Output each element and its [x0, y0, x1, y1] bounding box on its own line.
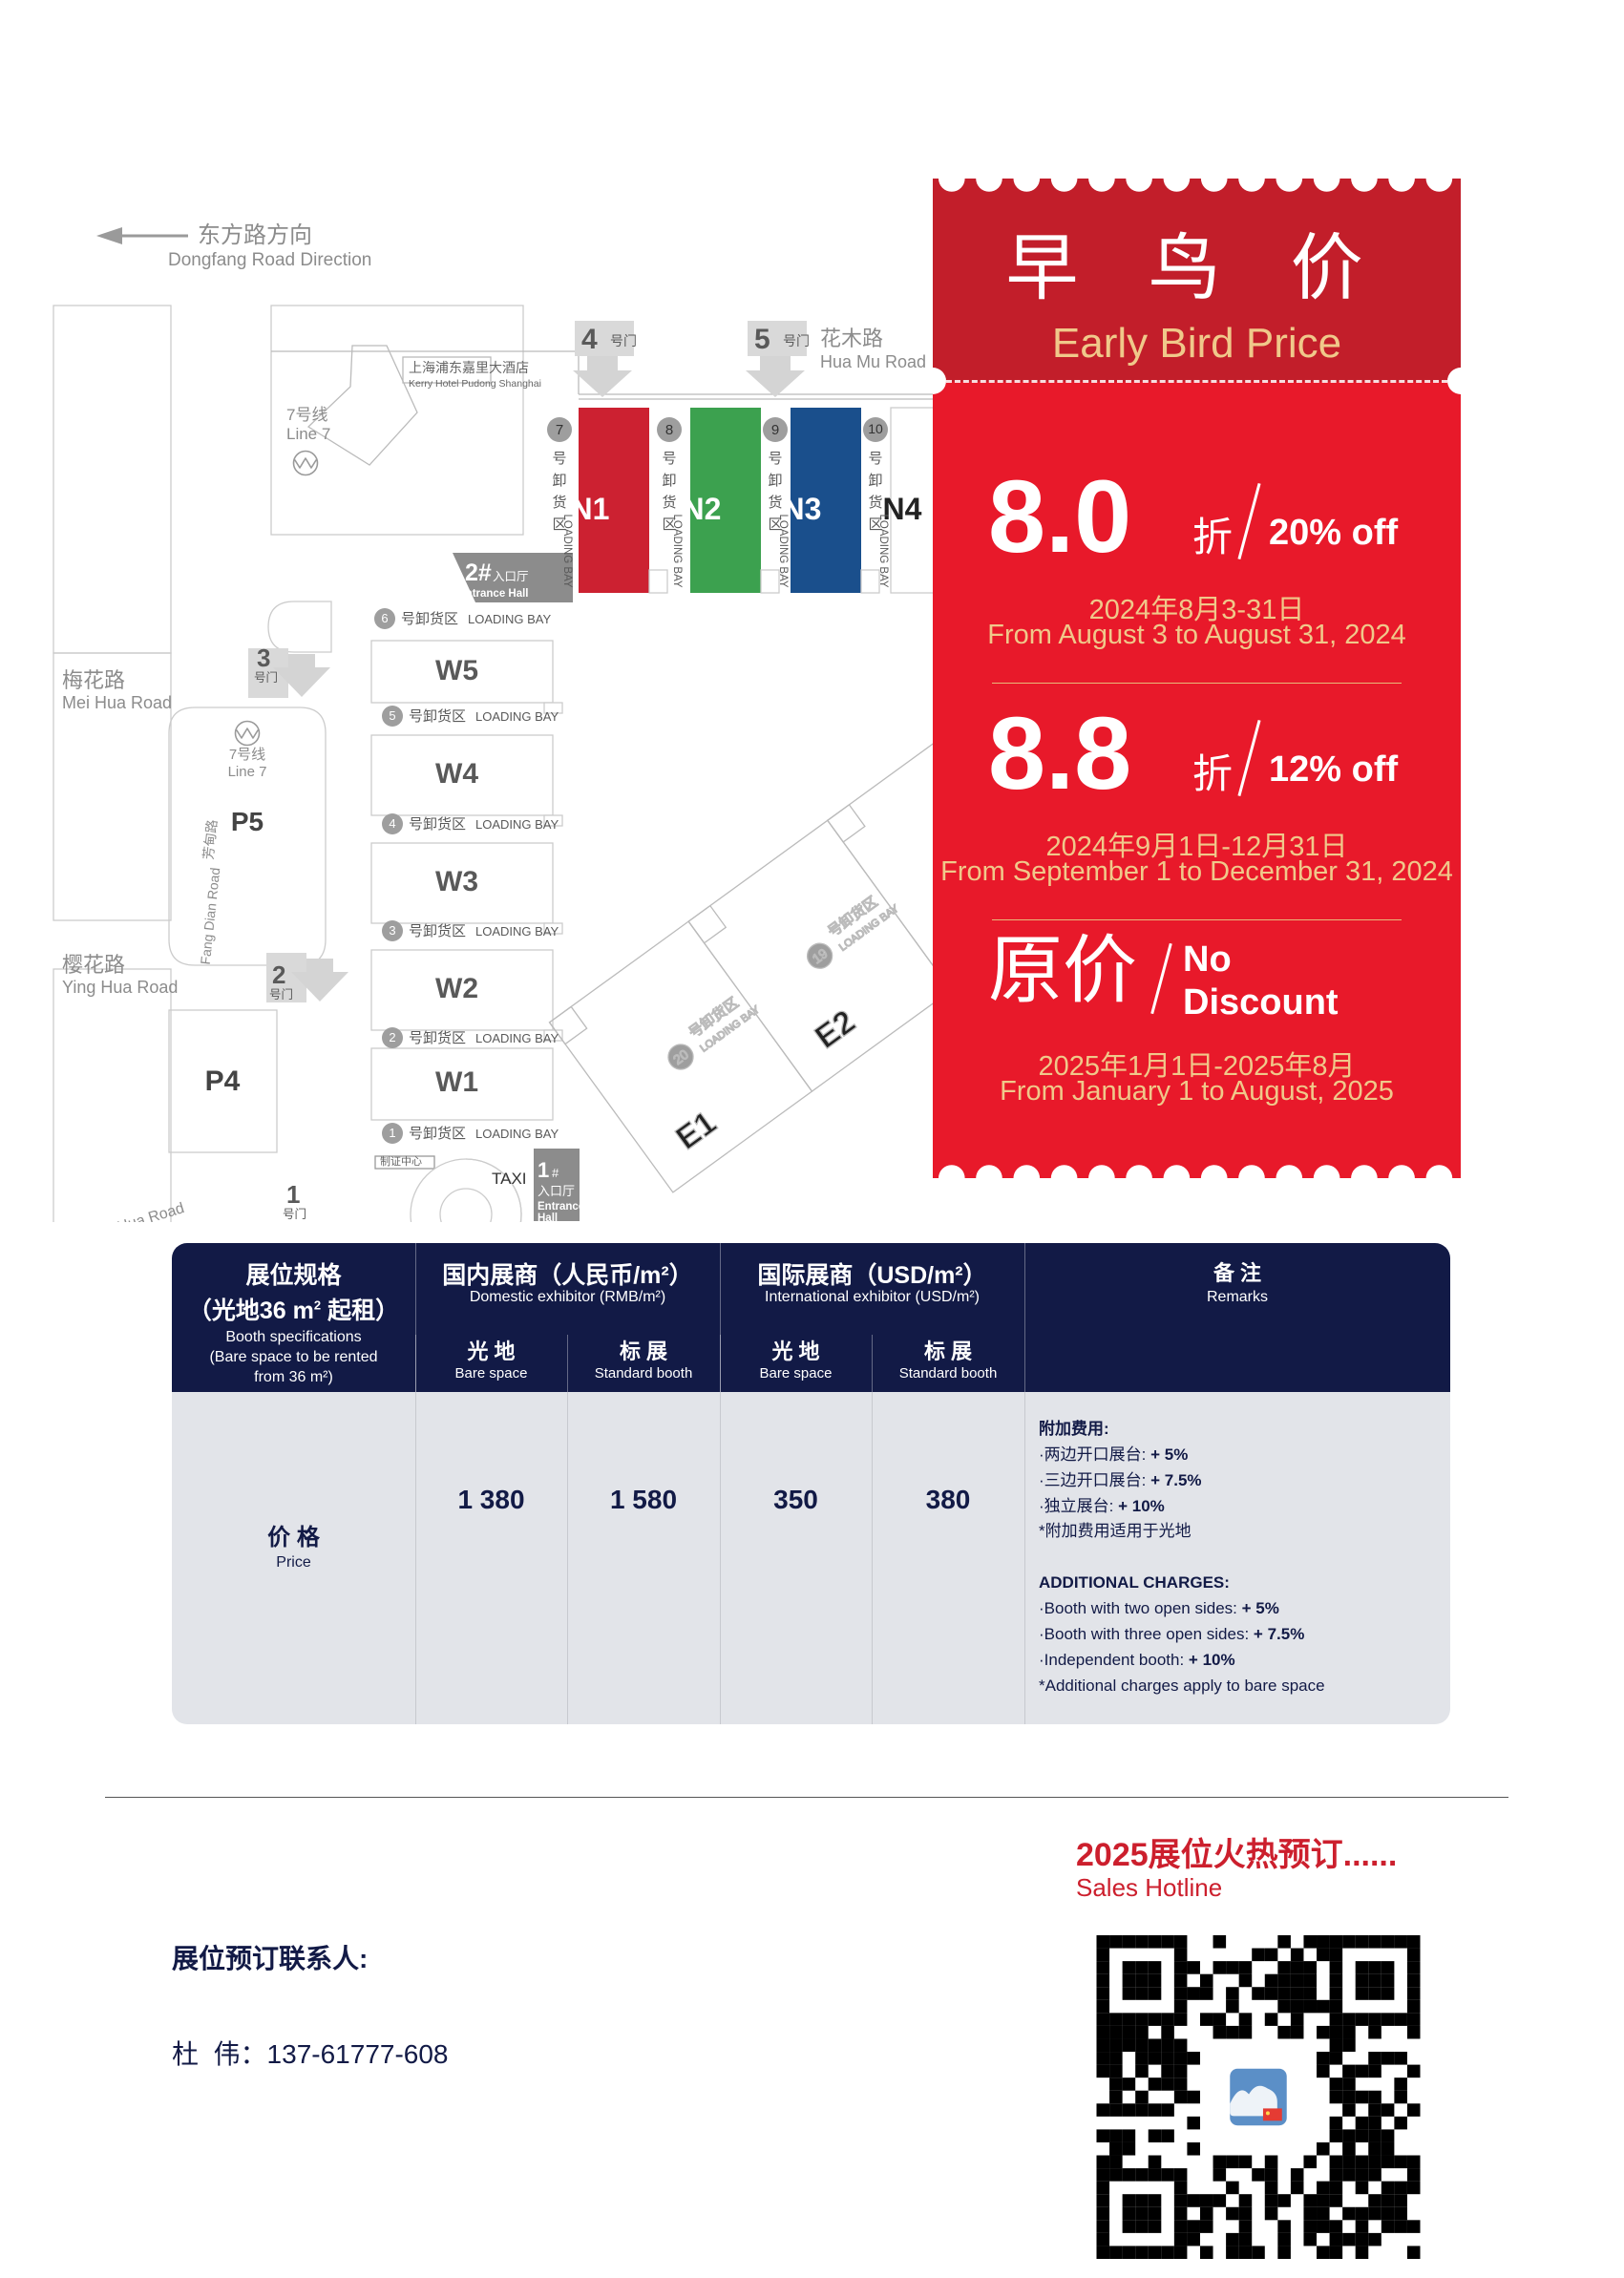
svg-text:P5: P5 [231, 807, 264, 836]
svg-text:7号线: 7号线 [229, 747, 265, 763]
svg-text:#: # [552, 1166, 559, 1180]
svg-text:货: 货 [768, 495, 782, 511]
svg-text:LOADING BAY: LOADING BAY [671, 514, 683, 587]
svg-text:LOADING BAY: LOADING BAY [698, 1003, 762, 1054]
svg-text:1: 1 [538, 1158, 549, 1182]
svg-text:LOADING BAY: LOADING BAY [475, 1031, 559, 1045]
svg-text:货: 货 [552, 495, 566, 511]
svg-text:10: 10 [868, 421, 883, 436]
svg-text:区: 区 [868, 517, 882, 533]
svg-text:1: 1 [389, 1126, 395, 1140]
svg-text:1: 1 [286, 1180, 300, 1209]
svg-text:7: 7 [556, 422, 563, 438]
svg-text:Line 7: Line 7 [286, 425, 330, 443]
svg-text:E1: E1 [669, 1105, 723, 1157]
svg-text:号: 号 [868, 451, 882, 467]
svg-text:号卸货区: 号卸货区 [825, 894, 881, 940]
svg-text:货: 货 [662, 495, 676, 511]
svg-text:TAXI: TAXI [492, 1170, 527, 1188]
svg-text:N4: N4 [883, 492, 922, 526]
svg-text:Dongfang Road Direction: Dongfang Road Direction [168, 250, 371, 270]
svg-text:Line 7: Line 7 [228, 764, 267, 780]
svg-text:号卸货区: 号卸货区 [409, 816, 466, 833]
svg-text:Hua Mu Road: Hua Mu Road [820, 352, 926, 371]
svg-text:5: 5 [754, 324, 770, 355]
svg-text:LOADING BAY: LOADING BAY [561, 514, 573, 587]
svg-text:号门: 号门 [283, 1207, 306, 1221]
svg-text:货: 货 [868, 495, 882, 511]
svg-text:制证中心: 制证中心 [380, 1155, 422, 1168]
svg-text:Mei Hua Road: Mei Hua Road [62, 693, 172, 712]
svg-text:区: 区 [768, 517, 782, 533]
svg-text:N2: N2 [683, 492, 722, 526]
svg-text:号门: 号门 [610, 333, 637, 348]
svg-text:LOADING BAY: LOADING BAY [475, 1127, 559, 1141]
svg-text:号门: 号门 [254, 670, 278, 685]
svg-text:Kerry Hotel Pudong Shanghai: Kerry Hotel Pudong Shanghai [409, 378, 541, 390]
svg-text:W2: W2 [435, 973, 478, 1004]
svg-text:W1: W1 [435, 1066, 478, 1098]
svg-text:号卸货区: 号卸货区 [401, 611, 458, 627]
svg-text:LOADING BAY: LOADING BAY [475, 924, 559, 939]
svg-text:19: 19 [810, 945, 831, 966]
svg-text:LOADING BAY: LOADING BAY [777, 514, 789, 587]
svg-text:2: 2 [272, 960, 285, 989]
svg-text:号卸货区: 号卸货区 [685, 995, 742, 1042]
svg-text:P4: P4 [205, 1065, 241, 1097]
svg-text:芳甸路: 芳甸路 [200, 819, 220, 860]
svg-text:号卸货区: 号卸货区 [409, 1126, 466, 1142]
svg-text:东方路方向: 东方路方向 [198, 222, 312, 248]
svg-text:W3: W3 [435, 866, 478, 897]
svg-text:N1: N1 [571, 492, 610, 526]
svg-text:2: 2 [389, 1030, 395, 1044]
svg-text:7号线: 7号线 [286, 406, 327, 424]
svg-text:号卸货区: 号卸货区 [409, 1030, 466, 1046]
svg-text:卸: 卸 [662, 473, 676, 489]
svg-text:号: 号 [552, 451, 566, 467]
svg-text:20: 20 [670, 1046, 691, 1067]
svg-text:区: 区 [662, 517, 676, 533]
svg-text:3: 3 [389, 923, 395, 938]
svg-text:卸: 卸 [768, 473, 782, 489]
svg-text:Hall: Hall [538, 1213, 558, 1222]
svg-text:Entrance: Entrance [538, 1201, 584, 1213]
svg-text:号卸货区: 号卸货区 [409, 923, 466, 939]
svg-text:兰花路 Lan Hua Road: 兰花路 Lan Hua Road [39, 1199, 186, 1222]
svg-text:卸: 卸 [868, 473, 882, 489]
svg-text:LOADING BAY: LOADING BAY [468, 612, 552, 626]
svg-text:6: 6 [381, 611, 388, 625]
svg-text:2#: 2# [465, 559, 492, 586]
svg-text:N3: N3 [783, 492, 822, 526]
svg-text:W5: W5 [435, 655, 478, 686]
svg-text:LOADING BAY: LOADING BAY [475, 709, 559, 724]
svg-text:卸: 卸 [552, 473, 566, 489]
svg-text:Fang Dian Road: Fang Dian Road [198, 867, 223, 965]
svg-text:号卸货区: 号卸货区 [409, 708, 466, 725]
svg-text:入口厅: 入口厅 [493, 570, 529, 583]
svg-text:号门: 号门 [783, 333, 810, 348]
svg-text:LOADING BAY: LOADING BAY [475, 817, 559, 832]
svg-text:4: 4 [389, 816, 395, 831]
svg-text:Entrance Hall: Entrance Hall [458, 588, 529, 600]
svg-text:号门: 号门 [269, 987, 293, 1002]
svg-text:5: 5 [389, 708, 395, 723]
svg-text:LOADING BAY: LOADING BAY [877, 514, 889, 587]
svg-text:Ying Hua Road: Ying Hua Road [62, 978, 178, 997]
svg-text:4: 4 [581, 324, 598, 355]
svg-text:花木路: 花木路 [820, 327, 883, 350]
svg-text:号: 号 [768, 451, 782, 467]
svg-text:樱花路: 樱花路 [62, 953, 125, 977]
svg-text:E2: E2 [809, 1003, 862, 1056]
svg-text:8: 8 [665, 422, 673, 438]
svg-text:LOADING BAY: LOADING BAY [837, 902, 901, 953]
svg-text:9: 9 [771, 422, 779, 438]
svg-text:上海浦东嘉里大酒店: 上海浦东嘉里大酒店 [409, 360, 529, 375]
svg-text:W4: W4 [435, 758, 478, 790]
svg-text:梅花路: 梅花路 [62, 668, 125, 692]
svg-text:3: 3 [257, 643, 270, 672]
svg-text:号: 号 [662, 451, 676, 467]
svg-text:入口厅: 入口厅 [538, 1184, 575, 1198]
svg-text:区: 区 [552, 517, 566, 533]
